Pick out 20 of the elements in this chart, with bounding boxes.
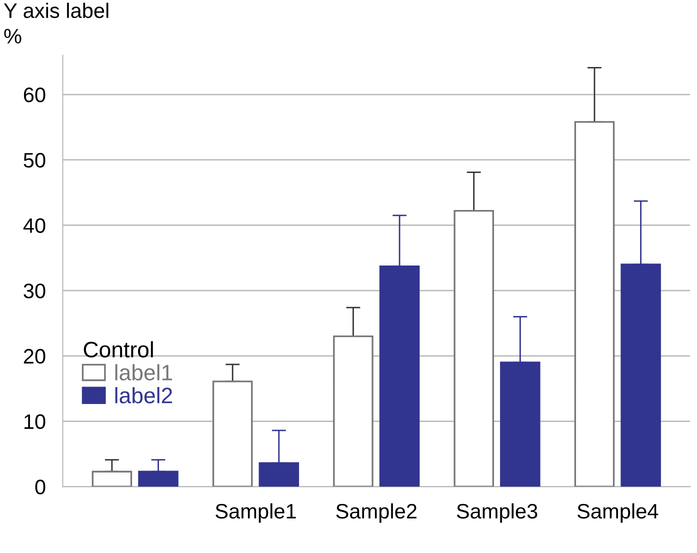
x-tick-label: Sample3: [456, 503, 538, 523]
legend-title: Control: [84, 341, 153, 358]
x-tick-label: Sample1: [216, 503, 296, 523]
y-axis-title: Y axis label %: [4, 2, 108, 44]
legend-label: label1: [115, 364, 172, 380]
y-tick-label: 10: [24, 414, 46, 430]
bar: [92, 470, 132, 487]
bar: [454, 210, 494, 487]
y-tick-label: 30: [24, 284, 46, 298]
bar: [212, 380, 253, 487]
legend-label: label2: [115, 387, 172, 404]
y-tick-label: 20: [24, 348, 46, 364]
y-tick-label: 0: [35, 480, 46, 494]
bar: [574, 121, 615, 487]
x-tick-label: Sample4: [577, 503, 658, 523]
y-tick-label: 60: [24, 88, 46, 102]
y-tick-label: 40: [23, 218, 46, 233]
y-tick-label: 50: [24, 152, 46, 168]
bar: [333, 335, 374, 487]
x-tick-label: Sample2: [336, 503, 416, 523]
